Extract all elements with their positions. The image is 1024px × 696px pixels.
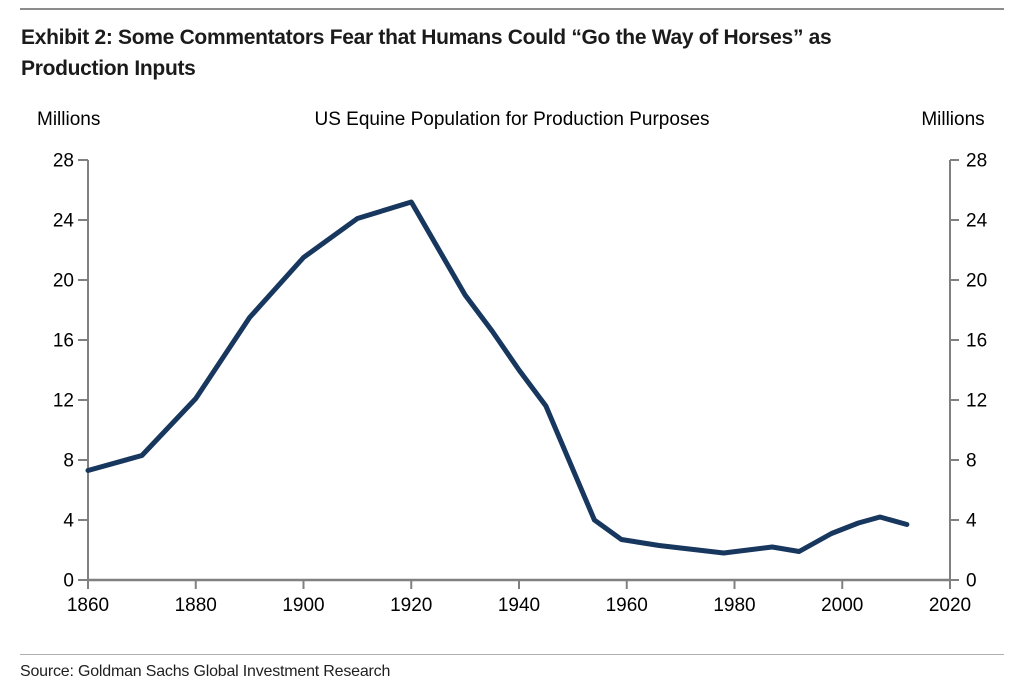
exhibit-title-line-2: Production Inputs (21, 57, 196, 80)
source-attribution: Source: Goldman Sachs Global Investment … (20, 663, 391, 680)
exhibit-title: Exhibit 2: Some Commentators Fear that H… (21, 22, 981, 84)
x-axis-tick-label: 1960 (606, 595, 648, 616)
x-axis-tick-label: 1900 (282, 595, 324, 616)
exhibit-title-line-1: Exhibit 2: Some Commentators Fear that H… (21, 26, 832, 49)
right-axis-unit-label: Millions (921, 109, 985, 130)
y-axis-right-tick-label: 12 (966, 391, 987, 412)
y-axis-right-tick-label: 16 (966, 331, 987, 352)
chart-title: US Equine Population for Production Purp… (314, 109, 710, 130)
y-axis-right-tick-label: 24 (966, 211, 988, 232)
x-axis-tick-label: 1920 (390, 595, 432, 616)
y-axis-left-tick-label: 0 (63, 571, 74, 592)
bottom-divider (20, 654, 1004, 655)
y-axis-left-tick-label: 8 (63, 451, 74, 472)
x-axis-tick-label: 1860 (67, 595, 109, 616)
y-axis-right-tick-label: 8 (966, 451, 977, 472)
x-axis-tick-label: 1880 (175, 595, 217, 616)
x-axis-tick-label: 2020 (929, 595, 971, 616)
left-axis-unit-label: Millions (37, 109, 101, 130)
y-axis-left-tick-label: 20 (53, 271, 74, 292)
y-axis-left-tick-label: 4 (63, 511, 74, 532)
x-axis-tick-label: 2000 (821, 595, 863, 616)
x-axis-tick-label: 1940 (498, 595, 540, 616)
top-divider (20, 8, 1004, 10)
y-axis-right-tick-label: 0 (966, 571, 977, 592)
y-axis-right-tick-label: 28 (966, 151, 987, 172)
y-axis-left-tick-label: 28 (53, 151, 74, 172)
y-axis-left-tick-label: 24 (53, 211, 75, 232)
y-axis-right-tick-label: 4 (966, 511, 977, 532)
y-axis-left-tick-label: 12 (53, 391, 74, 412)
y-axis-left-tick-label: 16 (53, 331, 74, 352)
x-axis-tick-label: 1980 (713, 595, 755, 616)
equine-population-series-line (85, 199, 910, 556)
y-axis-right-tick-label: 20 (966, 271, 987, 292)
